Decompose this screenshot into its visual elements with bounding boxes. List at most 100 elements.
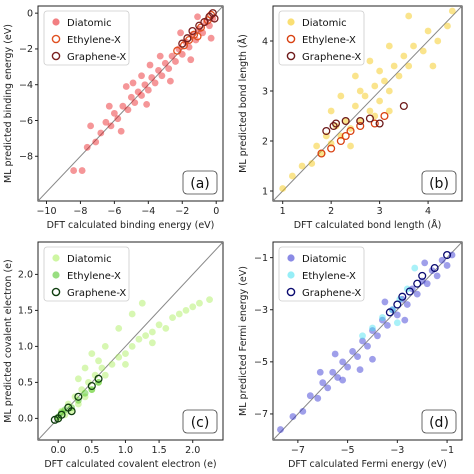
x-tick-label: 0	[213, 206, 219, 217]
panel-a: −10 −8 −6 −4 −2 0 −8 −6 −4 −2 0 DFT calculated bind…	[3, 5, 224, 231]
data-point	[81, 364, 89, 372]
data-point	[398, 292, 407, 301]
panel-label: (a)	[182, 170, 218, 195]
data-point	[110, 109, 118, 117]
data-point	[155, 67, 162, 74]
data-point	[444, 22, 451, 30]
data-point	[398, 295, 406, 303]
data-point	[288, 172, 296, 180]
data-point	[331, 350, 339, 358]
x-tick-label: 1	[280, 206, 286, 217]
data-point	[85, 379, 92, 386]
data-point	[306, 392, 314, 400]
y-tick-label: 2.0	[18, 270, 33, 281]
data-point	[341, 116, 350, 126]
data-point	[74, 392, 83, 401]
data-point	[421, 259, 429, 267]
legend-entry: Diatomic	[67, 18, 112, 29]
y-tick-label: −2	[19, 44, 33, 55]
legend-entry: Graphene-X	[67, 52, 126, 63]
x-tick-label: −1	[440, 445, 454, 456]
data-point	[183, 34, 192, 43]
diagonal-line	[273, 242, 462, 440]
data-point	[359, 337, 366, 345]
y-axis-label: ML predicted binding energy (eV)	[3, 24, 14, 183]
data-point	[81, 389, 89, 397]
legend-entry: Diatomic	[302, 254, 347, 265]
data-point	[156, 52, 164, 60]
data-point	[78, 386, 86, 393]
data-point	[114, 115, 122, 123]
data-point	[105, 102, 113, 110]
data-point	[366, 107, 374, 115]
data-point	[375, 119, 384, 128]
data-point	[418, 271, 427, 280]
data-point	[298, 162, 306, 170]
data-point	[70, 167, 78, 174]
data-point	[351, 72, 359, 80]
y-tick-label: 0	[27, 8, 33, 19]
data-point	[342, 117, 350, 125]
y-tick-label: 1.0	[18, 342, 33, 353]
data-point	[401, 316, 409, 324]
data-point	[361, 92, 369, 100]
y-tick-label: 0.5	[18, 378, 33, 389]
y-tick-label: −1	[254, 253, 268, 264]
legend-marker	[286, 34, 296, 44]
data-point	[169, 314, 176, 321]
data-point	[379, 316, 386, 324]
data-point	[380, 111, 389, 121]
data-point	[438, 256, 446, 264]
x-tick-label: 2	[328, 206, 334, 217]
svg-text:(b): (b)	[429, 176, 449, 192]
diagonal-line	[38, 242, 223, 440]
legend-entry: Diatomic	[67, 254, 112, 265]
legend: Diatomic Ethylene-X Graphene-X	[278, 10, 365, 66]
data-point	[122, 361, 129, 368]
data-point	[347, 142, 354, 150]
data-point	[364, 342, 371, 350]
data-point	[443, 250, 452, 260]
legend-marker	[52, 254, 60, 262]
panel-c: 0.0 0.5 1.0 1.5 2.0 0.0 0.5 1.0 1.5 2.0 DFT calcul…	[3, 241, 224, 470]
data-point	[146, 61, 154, 69]
data-point	[107, 122, 115, 130]
data-point	[381, 77, 388, 85]
data-point	[122, 83, 130, 90]
data-point	[339, 376, 347, 384]
legend-marker	[51, 51, 61, 61]
x-tick-label: 0.0	[51, 445, 66, 456]
series-diatomic	[279, 7, 456, 192]
data-point	[144, 86, 152, 94]
data-point	[433, 272, 441, 280]
data-point	[381, 298, 389, 306]
data-point	[148, 328, 156, 336]
data-point	[102, 118, 110, 126]
y-tick-label: 2	[262, 136, 268, 147]
x-tick-label: 3	[377, 206, 383, 217]
data-point	[344, 363, 352, 371]
data-point	[101, 343, 109, 350]
legend-marker	[286, 287, 296, 297]
data-point	[185, 35, 194, 45]
data-point	[173, 46, 182, 55]
data-point	[332, 122, 340, 130]
data-point	[308, 160, 316, 167]
y-tick-label: −5	[254, 357, 268, 368]
svg-text:(c): (c)	[191, 415, 210, 431]
data-point	[405, 12, 413, 20]
x-tick-label: −6	[107, 206, 121, 217]
series-graphene-x	[50, 374, 103, 424]
data-point	[155, 321, 163, 329]
data-point	[94, 374, 103, 383]
legend-marker	[287, 18, 295, 26]
data-point	[341, 131, 350, 141]
data-point	[430, 264, 439, 273]
data-point	[172, 58, 179, 65]
data-point	[359, 332, 366, 340]
data-point	[162, 325, 170, 332]
data-point	[178, 39, 187, 48]
data-point	[371, 82, 379, 90]
panel-b: 1 2 3 4 1 2 3 4 DFT calculated bond length (Å) ML…	[237, 5, 463, 231]
data-point	[188, 26, 197, 36]
